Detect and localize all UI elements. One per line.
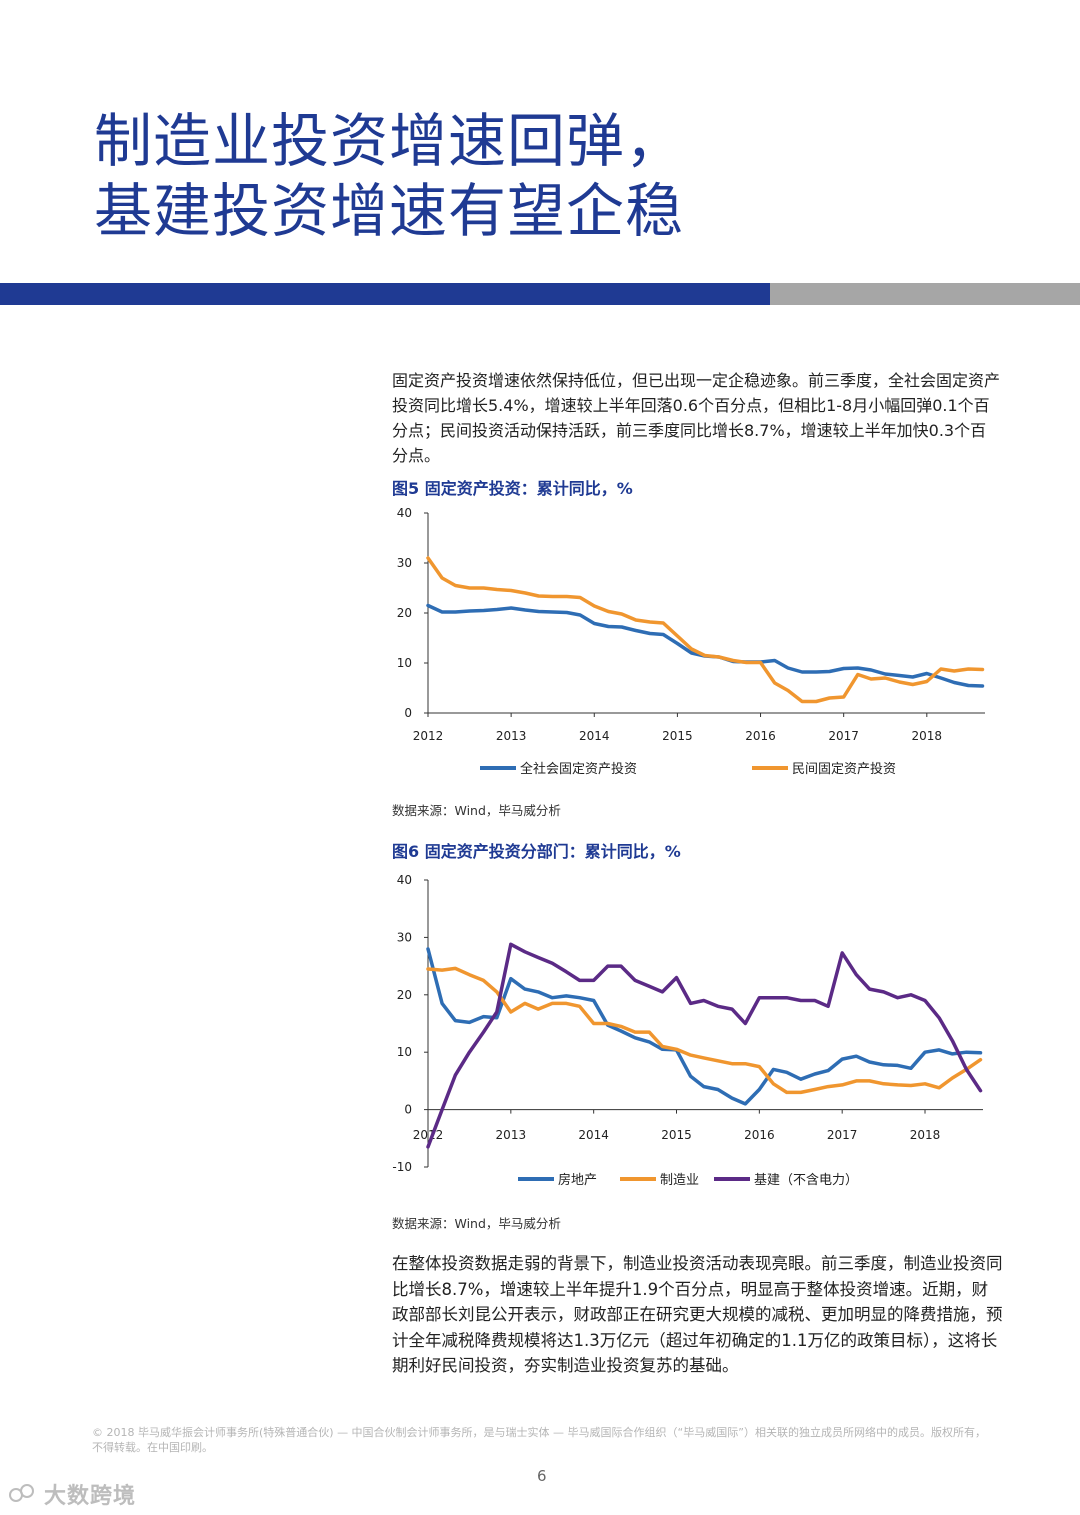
x-tick-label: 2014 — [578, 1128, 609, 1142]
x-tick-label: 2018 — [912, 729, 943, 743]
header-bar-gray — [770, 283, 1080, 305]
figure6-title: 图6 固定资产投资分部门：累计同比，% — [392, 842, 681, 861]
x-tick-label: 2017 — [827, 1128, 858, 1142]
series-line-2 — [426, 966, 983, 1095]
series-line-3 — [426, 942, 983, 1149]
series-line-2 — [426, 556, 985, 704]
figure6-chart: -10 0 10 20 30 40 2012 2013 2014 2015 2016 2017 2018… — [392, 873, 983, 1188]
x-tick-label: 2014 — [579, 729, 610, 743]
copyright-footer: © 2018 毕马威华振会计师事务所(特殊普通合伙) — 中国合伙制会计师事务所… — [92, 1426, 986, 1454]
page-number: 6 — [537, 1467, 547, 1485]
legend-label: 基建（不含电力） — [754, 1172, 858, 1188]
watermark-text: 大数跨境 — [44, 1484, 137, 1509]
x-tick-label: 2018 — [910, 1128, 941, 1142]
x-tick-label: 2017 — [828, 729, 859, 743]
y-tick-label: 10 — [397, 1045, 412, 1059]
x-tick-label: 2013 — [496, 729, 527, 743]
watermark-logo-icon — [9, 1484, 34, 1502]
page-title-line-2: 基建投资增速有望企稳 — [94, 177, 685, 245]
x-tick-label: 2015 — [662, 729, 693, 743]
figure6-source: 数据来源：Wind，毕马威分析 — [392, 1216, 561, 1231]
y-tick-label: 10 — [397, 656, 412, 670]
y-tick-label: 30 — [397, 930, 412, 944]
x-tick-label: 2016 — [745, 729, 776, 743]
conclusion-paragraph: 在整体投资数据走弱的背景下，制造业投资活动表现亮眼。前三季度，制造业投资同比增长… — [392, 1254, 1003, 1375]
y-tick-label: 40 — [397, 506, 412, 520]
intro-paragraph: 固定资产投资增速依然保持低位，但已出现一定企稳迹象。前三季度，全社会固定资产投资… — [392, 371, 1001, 465]
x-tick-label: 2012 — [413, 729, 444, 743]
legend-label: 制造业 — [660, 1173, 699, 1188]
legend-label: 全社会固定资产投资 — [520, 761, 637, 777]
y-tick-label: 20 — [397, 988, 412, 1002]
y-tick-label: 0 — [404, 706, 412, 720]
figure5-title: 图5 固定资产投资：累计同比，% — [392, 479, 633, 498]
x-tick-label: 2013 — [496, 1128, 527, 1142]
y-tick-label: 40 — [397, 873, 412, 887]
x-tick-label: 2016 — [744, 1128, 775, 1142]
legend-label: 房地产 — [558, 1172, 597, 1188]
legend-label: 民间固定资产投资 — [792, 761, 896, 777]
header-bar-blue — [0, 283, 770, 305]
x-tick-label: 2015 — [661, 1128, 692, 1142]
page-title-line-1: 制造业投资增速回弹， — [94, 107, 685, 175]
figure5-source: 数据来源：Wind，毕马威分析 — [392, 803, 561, 818]
y-tick-label: 30 — [397, 556, 412, 570]
y-tick-label: 20 — [397, 606, 412, 620]
figure5-chart: 0 10 20 30 40 2012 2013 2014 2015 2016 2017 2018 全社会… — [397, 506, 985, 777]
series-line-1 — [426, 947, 983, 1106]
watermark: 大数跨境 — [8, 1478, 136, 1510]
y-tick-label: -10 — [392, 1160, 412, 1174]
x-tick-label: 2012 — [413, 1128, 444, 1142]
series-line-1 — [426, 603, 985, 688]
y-tick-label: 0 — [404, 1103, 412, 1117]
page-title: 制造业投资增速回弹， 基建投资增速有望企稳 — [94, 106, 684, 246]
